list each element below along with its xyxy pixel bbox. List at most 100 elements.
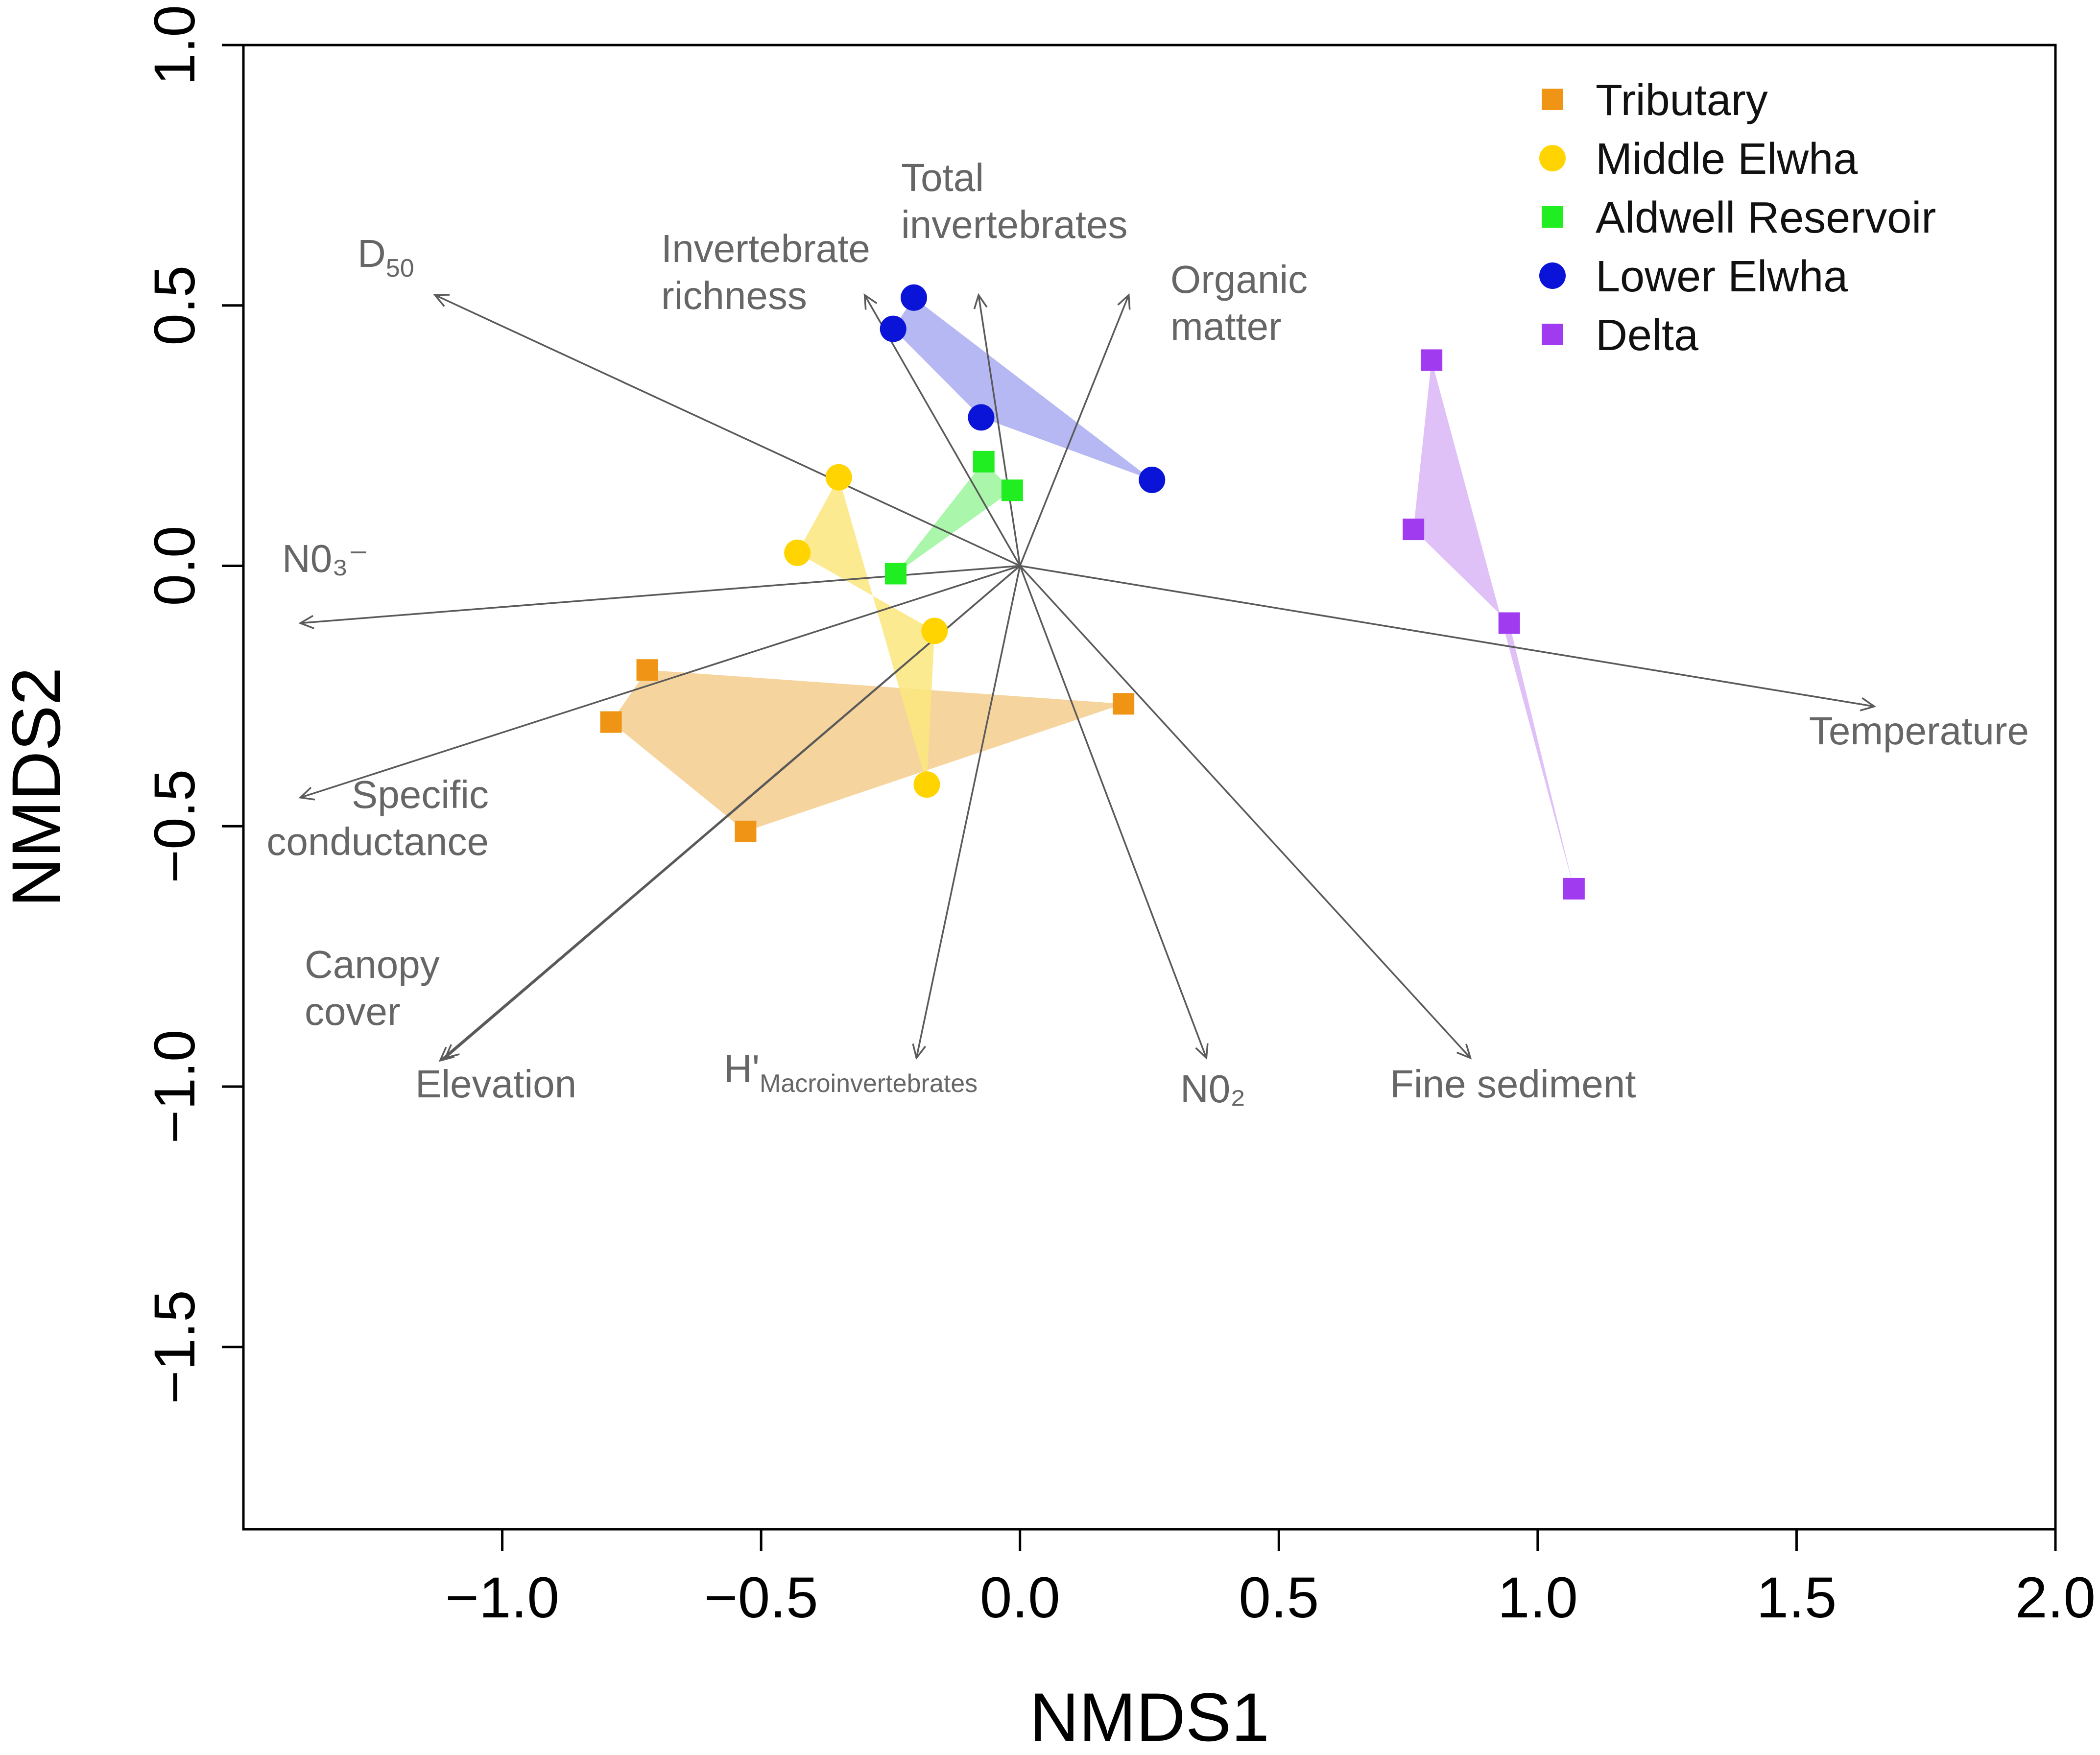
vector-label: N0₂ [1180,1067,1245,1111]
point-middle-elwha [913,771,940,798]
vector-line [434,294,1021,567]
vector-d50: D50 [358,232,1021,567]
hull-middle-elwha [797,477,935,785]
vector-line [1020,565,1875,708]
point-delta [1563,878,1585,900]
hull-delta [1413,360,1574,889]
legend-label: Delta [1596,311,1699,360]
legend-label: Tributary [1596,76,1768,125]
legend-item-delta: Delta [1542,311,1699,360]
vector-label: N0₃⁻ [282,537,369,580]
point-tributary [600,711,622,733]
vector-arrowhead [1195,1043,1209,1060]
vector-line [1019,565,1471,1059]
point-lower-elwha [880,315,907,342]
vector-no3: N0₃⁻ [282,537,1020,629]
point-tributary [1113,693,1135,715]
vector-arrowhead [1860,697,1876,711]
vector-line [445,565,1021,1059]
point-middle-elwha [921,617,948,644]
y-tick-label: 0.0 [143,525,207,606]
y-tick-label: −1.0 [143,1030,207,1144]
vector-h-macroinvertebrates: H'Macroinvertebrates [724,566,1021,1098]
y-tick-label: 1.0 [143,5,207,85]
x-tick-label: 1.5 [1756,1565,1837,1630]
point-middle-elwha [784,539,811,566]
vector-arrowhead [1117,293,1131,310]
vector-arrowhead [298,615,314,629]
vector-temperature: Temperature [1020,565,2029,753]
point-tributary [735,820,757,842]
vector-arrowhead [298,786,315,801]
y-tick-label: 0.5 [143,265,207,346]
vector-line [978,295,1021,566]
legend-marker [1542,206,1563,228]
x-tick-label: 0.0 [980,1565,1060,1630]
environmental-vectors: D50 Invertebrate richness Total invertebrate… [266,156,2029,1111]
legend-marker [1539,262,1566,289]
vector-label: Organic matter [1170,258,1308,348]
point-aldwell-reservoir [1001,479,1023,501]
site-points [600,284,1585,900]
vector-arrowhead [863,293,878,310]
x-tick-label: 0.5 [1239,1565,1319,1630]
x-tick-label: −1.0 [445,1565,559,1630]
legend-item-middle-elwha: Middle Elwha [1539,135,1858,184]
vector-arrowhead [438,1046,455,1062]
vector-line [300,565,1020,624]
y-tick-label: −1.5 [143,1290,207,1404]
point-lower-elwha [968,404,995,431]
vector-elevation: Elevation [415,565,1021,1106]
vector-line [1019,565,1207,1059]
point-lower-elwha [901,284,927,311]
vector-line [1019,294,1130,567]
vector-arrowhead [1456,1044,1472,1060]
vector-label: D50 [358,232,414,283]
vector-line [915,566,1021,1058]
vector-label: Elevation [415,1062,576,1106]
point-aldwell-reservoir [885,563,907,585]
vector-line [300,565,1021,799]
axes: −1.0 −0.5 0.0 0.5 1.0 1.5 2.0 1.0 0.5 0.0 −0.5 −1.0… [143,5,2096,1630]
point-lower-elwha [1139,467,1166,494]
vector-label: Specific conductance [266,773,489,863]
legend-marker [1542,89,1563,110]
vector-fine-sediment: Fine sediment [1019,565,1636,1106]
plot-frame [242,44,2057,1531]
point-delta [1403,519,1425,541]
vector-arrowhead [912,1043,926,1060]
x-axis-title: NMDS1 [1029,1679,1269,1755]
legend-item-tributary: Tributary [1542,76,1768,125]
vector-specific-conductance: Specific conductance [266,565,1021,863]
y-tick-label: −0.5 [143,769,207,883]
point-middle-elwha [825,464,852,491]
vector-organic-matter: Organic matter [1019,258,1308,567]
y-axis-title: NMDS2 [0,667,74,907]
vector-arrowhead [973,293,988,309]
hull-aldwell-reservoir [896,461,1012,574]
point-tributary [636,659,658,681]
hull-lower-elwha [893,297,1152,480]
hull-tributary [611,670,1124,831]
vector-label: Canopy cover [305,943,440,1033]
x-tick-label: 1.0 [1498,1565,1578,1630]
vector-no2: N0₂ [1019,565,1245,1111]
legend-label: Middle Elwha [1596,135,1858,184]
x-tick-label: −0.5 [704,1565,818,1630]
legend-marker [1542,324,1563,345]
point-aldwell-reservoir [973,451,995,473]
group-hulls [611,297,1574,889]
legend-label: Aldwell Reservoir [1596,193,1936,242]
point-delta [1421,349,1443,371]
legend-marker [1539,145,1566,171]
vector-canopy-cover: Canopy cover [305,565,1021,1062]
vector-label: Temperature [1809,709,2029,753]
vector-total-invertebrates: Total invertebrates [901,156,1127,566]
vector-arrowhead [433,294,450,307]
legend-label: Lower Elwha [1596,252,1848,301]
point-delta [1498,612,1520,634]
legend-item-lower-elwha: Lower Elwha [1539,252,1848,301]
vector-arrowhead [444,1044,460,1060]
legend-item-aldwell-reservoir: Aldwell Reservoir [1542,193,1936,242]
